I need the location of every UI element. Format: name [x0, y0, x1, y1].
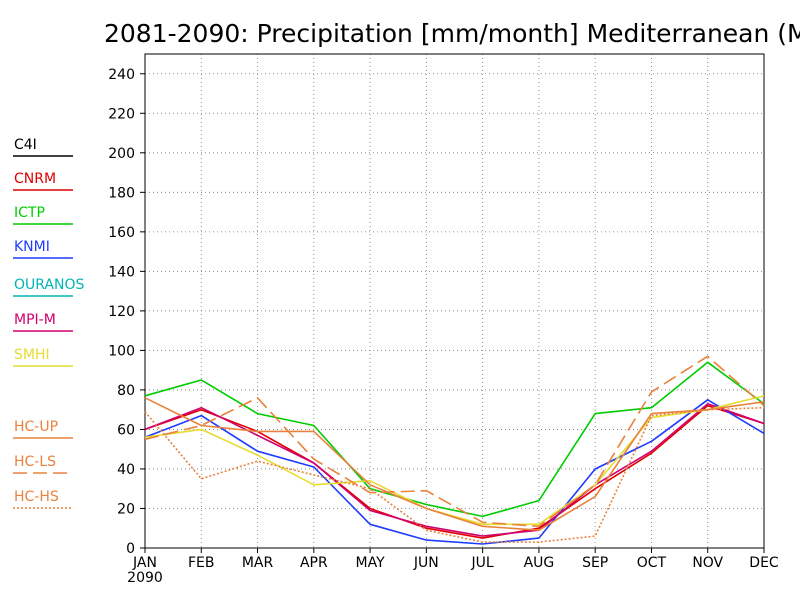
y-tick-label: 100 — [108, 343, 135, 359]
series-line-ictp — [144, 361, 765, 518]
legend: C4I CNRM ICTP KNMI OURANOS MPI-M SMHI HC-UP HC-L… — [13, 137, 84, 509]
legend-label-hc-up: HC-UP — [14, 419, 58, 435]
x-tick-label: DEC — [749, 555, 779, 571]
plot-frame — [144, 53, 765, 549]
legend-label-ouranos: OURANOS — [14, 277, 84, 293]
y-tick-label: 20 — [117, 501, 135, 517]
y-tick-label: 0 — [126, 541, 135, 557]
legend-label-ictp: ICTP — [14, 205, 45, 221]
y-tick-label: 60 — [117, 422, 135, 438]
x-tick-label: MAY — [356, 555, 386, 571]
series-lines — [144, 355, 765, 545]
legend-label-mpi-m: MPI-M — [14, 312, 56, 328]
y-tick-label: 220 — [108, 106, 135, 122]
y-tick-label: 200 — [108, 146, 135, 162]
series-line-smhi — [144, 395, 765, 526]
y-tick-label: 240 — [108, 67, 135, 83]
x-tick-label: AUG — [524, 555, 555, 571]
x-tick-label: OCT — [637, 555, 667, 571]
axes: 0 20 40 60 80 100 120 140 160 180 200 220 240 JAN FEB M… — [108, 53, 779, 586]
series-line-knmi — [144, 398, 765, 545]
series-line-hc-ls — [144, 355, 765, 528]
y-tick-label: 80 — [117, 383, 135, 399]
legend-label-hc-hs: HC-HS — [14, 489, 59, 505]
legend-label-smhi: SMHI — [14, 347, 50, 363]
series-line-cnrm — [144, 404, 765, 539]
y-tick-label: 180 — [108, 185, 135, 201]
x-sub-label: 2090 — [127, 570, 163, 586]
x-tick-label: JUN — [413, 555, 439, 571]
series-line-hc-up — [144, 397, 765, 532]
x-tick-label: APR — [300, 555, 328, 571]
y-tick-label: 120 — [108, 304, 135, 320]
y-tick-label: 40 — [117, 462, 135, 478]
legend-label-knmi: KNMI — [14, 239, 50, 255]
x-tick-label: FEB — [188, 555, 215, 571]
x-tick-label: JAN — [132, 555, 157, 571]
y-tick-label: 160 — [108, 225, 135, 241]
y-tick-label: 140 — [108, 264, 135, 280]
x-tick-label: NOV — [692, 555, 723, 571]
x-tick-label: MAR — [242, 555, 274, 571]
series-line-hc-hs — [144, 406, 765, 543]
legend-label-c4i: C4I — [14, 137, 37, 153]
x-tick-label: JUL — [471, 555, 494, 571]
chart-title: 2081-2090: Precipitation [mm/month] Medi… — [104, 19, 800, 48]
legend-label-cnrm: CNRM — [14, 171, 56, 187]
x-tick-label: SEP — [582, 555, 608, 571]
legend-label-hc-ls: HC-LS — [14, 454, 56, 470]
